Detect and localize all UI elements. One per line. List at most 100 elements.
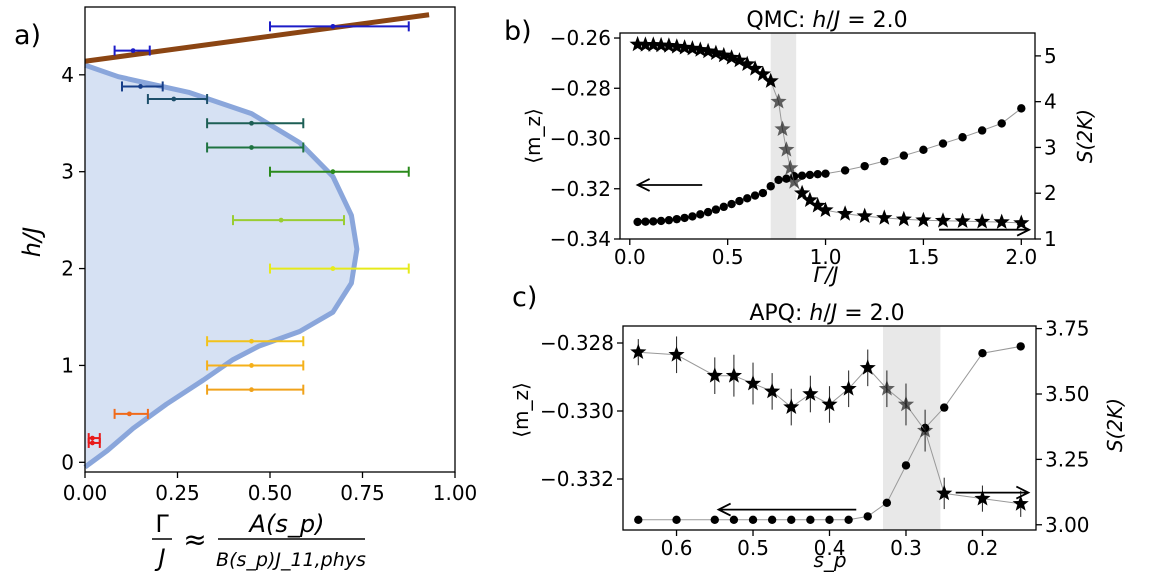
structure-factor-point — [653, 36, 670, 53]
xlabel-lhs-den: J — [154, 544, 165, 572]
data-point-13 — [90, 435, 95, 441]
panel-a-xlabel: Γ J ≈ A(s_p) B(s_p)J_11,phys — [152, 510, 366, 572]
structure-factor-point — [786, 173, 803, 189]
data-point-7 — [278, 217, 284, 223]
mz-point — [840, 166, 850, 175]
y-right-tick-label: 1 — [1044, 227, 1057, 251]
y-tick-label: 2 — [61, 257, 74, 281]
mz-point — [729, 515, 739, 524]
structure-factor-point — [821, 396, 838, 412]
series-line-1 — [638, 351, 1021, 505]
structure-factor-point — [629, 35, 646, 52]
xlabel-lhs-num: Γ — [155, 510, 169, 538]
panel-c-xlabel: s_p — [813, 548, 846, 572]
structure-factor-point — [645, 36, 662, 52]
y-tick-label: −0.32 — [550, 177, 611, 201]
y-tick-label: −0.330 — [540, 399, 614, 423]
structure-factor-point — [692, 41, 709, 57]
x-tick-label: 0.5 — [712, 245, 744, 269]
x-tick-label: 0.2 — [967, 536, 999, 560]
mz-point — [882, 498, 892, 507]
mz-point — [758, 188, 768, 198]
mz-point — [997, 119, 1006, 128]
structure-factor-point — [668, 346, 685, 362]
structure-factor-point — [954, 212, 971, 228]
structure-factor-point — [809, 197, 826, 213]
structure-factor-point — [802, 385, 819, 401]
panel-b: 0.0 0.5 1.0 1.5 2.0 −0.34 −0.32 −0.30 −0.28 −0.26… — [521, 8, 1097, 287]
y-tick-label: −0.332 — [540, 467, 614, 491]
data-point-3 — [171, 96, 177, 102]
structure-factor-point — [660, 37, 677, 53]
structure-factor-point — [817, 201, 834, 217]
structure-factor-point — [774, 120, 791, 136]
mz-point — [649, 217, 658, 226]
mz-point — [787, 515, 796, 524]
data-point-0 — [130, 48, 136, 53]
mz-point — [680, 213, 689, 223]
mz-point — [696, 210, 705, 219]
x-tick-label: 0.00 — [63, 481, 108, 505]
y-tick-label: −0.30 — [550, 127, 611, 151]
panel-c-title-J: J — [827, 301, 838, 326]
mz-point — [958, 133, 967, 142]
structure-factor-point — [715, 46, 732, 63]
series-line-0 — [638, 345, 1021, 521]
structure-factor-point — [747, 60, 764, 76]
panel-b-title-prefix: QMC: — [746, 8, 812, 33]
panel-c-title: APQ: h/J = 2.0 — [749, 301, 904, 326]
x-tick-label: 0.50 — [248, 481, 293, 505]
mz-point — [813, 169, 822, 179]
mz-point — [978, 349, 987, 358]
panel-label-a: a) — [14, 20, 41, 51]
upper-boundary-line — [84, 12, 430, 64]
arrow-left-head — [635, 178, 651, 192]
structure-factor-point — [744, 375, 762, 391]
x-tick-label: 0.0 — [614, 245, 646, 269]
mz-point — [806, 515, 815, 524]
mz-point — [805, 170, 815, 180]
y-tick-label: −0.26 — [550, 26, 611, 50]
structure-factor-point — [840, 380, 857, 396]
data-point-6 — [330, 169, 336, 175]
structure-factor-point — [707, 44, 724, 60]
structure-factor-point — [676, 39, 693, 55]
y-right-tick-label: 3 — [1044, 135, 1057, 159]
structure-factor-point — [782, 159, 799, 175]
mz-point — [688, 212, 697, 221]
panel-b-ylabel: ⟨m_z⟩ — [521, 108, 545, 164]
panel-b-title: QMC: h/J = 2.0 — [746, 8, 907, 33]
y-right-tick-label: 2 — [1044, 181, 1057, 205]
xlabel-rhs-num: A(s_p) — [248, 510, 325, 538]
mz-point — [1016, 342, 1025, 351]
structure-factor-point — [917, 422, 934, 438]
mz-point — [1017, 104, 1026, 113]
structure-factor-point — [706, 367, 723, 383]
data-point-8 — [330, 266, 336, 271]
panel-a-ylabel: h/J — [18, 227, 46, 257]
svg-text:QMC: h/J = 2.0: QMC: h/J = 2.0 — [746, 8, 907, 33]
x-tick-label: 0.4 — [814, 536, 846, 560]
structure-factor-point — [739, 55, 756, 71]
panel-b-title-eq: = 2.0 — [840, 8, 907, 33]
mz-point — [743, 194, 752, 203]
structure-factor-point — [993, 213, 1010, 229]
mz-point — [938, 139, 948, 148]
structure-factor-point — [837, 205, 854, 221]
mz-point — [711, 205, 721, 214]
structure-factor-point — [684, 40, 701, 56]
data-point-5 — [249, 145, 254, 150]
mz-point — [901, 461, 911, 470]
y-tick-label: 0 — [61, 450, 74, 474]
mz-point — [750, 191, 760, 200]
structure-factor-point — [915, 211, 932, 228]
mz-point — [672, 515, 681, 524]
x-tick-label: 1.0 — [810, 245, 842, 269]
phase-region — [85, 65, 357, 468]
data-point-9 — [249, 338, 254, 344]
structure-factor-point — [878, 380, 895, 396]
y-right-tick-label: 3.75 — [1045, 317, 1090, 341]
structure-factor-point — [974, 490, 991, 506]
xlabel-rhs-den: B(s_p)J_11,phys — [216, 549, 366, 571]
